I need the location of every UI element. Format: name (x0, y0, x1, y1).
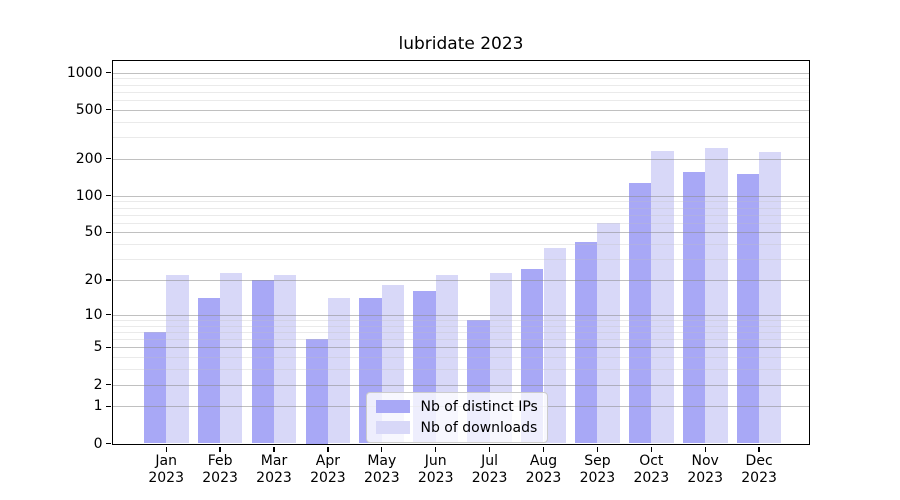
y-tick (105, 383, 111, 386)
y-tick (105, 109, 111, 111)
x-tick-label: Oct 2023 (633, 452, 670, 487)
y-tick-label: 10 (84, 306, 103, 323)
y-tick (105, 442, 111, 445)
gridline-major (112, 314, 809, 316)
gridline-minor (112, 331, 809, 333)
gridline-minor (112, 244, 809, 246)
gridline-minor (112, 357, 809, 359)
legend: Nb of distinct IPs Nb of downloads (365, 391, 548, 443)
gridline-minor (112, 91, 809, 93)
x-tick (273, 446, 275, 452)
x-tick (488, 446, 491, 452)
y-tick (105, 71, 111, 74)
y-tick (105, 158, 111, 160)
y-tick-label: 20 (84, 272, 103, 289)
x-tick (650, 446, 652, 452)
gridline-major (112, 72, 809, 74)
y-tick (105, 279, 111, 281)
y-tick-label: 100 (75, 187, 103, 204)
bar-sep-downloads (597, 222, 620, 444)
x-tick-label: Dec 2023 (741, 452, 777, 487)
legend-label-distinct-ips: Nb of distinct IPs (420, 398, 538, 415)
bar-aug-downloads (543, 248, 566, 444)
x-tick-label: Feb 2023 (202, 452, 238, 487)
gridline-minor (112, 259, 809, 261)
x-tick (435, 446, 437, 452)
legend-item-downloads: Nb of downloads (375, 419, 538, 436)
legend-swatch-distinct-ips (375, 400, 410, 413)
x-tick (165, 446, 167, 452)
x-tick (381, 446, 383, 452)
plot-area: Nb of distinct IPs Nb of downloads 0 1 2 5 1… (67, 59, 810, 486)
bar-nov-downloads (705, 147, 728, 444)
gridline-minor (112, 78, 809, 80)
bar-mar-distinct-ips (251, 280, 274, 444)
x-tick (542, 446, 545, 452)
bar-jan-downloads (166, 275, 189, 444)
gridline-major (112, 280, 809, 282)
x-tick (219, 446, 221, 452)
y-tick (105, 195, 111, 197)
gridline-minor (112, 222, 809, 224)
y-tick-label: 5 (93, 339, 103, 356)
legend-item-distinct-ips: Nb of distinct IPs (375, 398, 538, 415)
x-tick (758, 446, 760, 452)
y-tick (105, 405, 111, 407)
y-tick-label: 0 (93, 435, 103, 452)
y-tick-label: 1 (93, 398, 103, 415)
gridline-minor (112, 339, 809, 340)
x-tick-label: Aug 2023 (525, 452, 562, 487)
bar-oct-distinct-ips (628, 182, 652, 444)
y-tick (105, 346, 111, 348)
legend-swatch-downloads (375, 421, 410, 434)
gridline-major (112, 109, 809, 111)
gridline-minor (112, 369, 809, 371)
x-tick-label: Sep 2023 (579, 452, 616, 487)
gridline-minor (112, 319, 809, 321)
gridline-minor (112, 137, 809, 139)
gridline-minor (112, 84, 809, 86)
chart-title: lubridate 2023 (398, 34, 524, 54)
y-tick-label: 200 (75, 150, 103, 167)
y-tick-label: 2 (93, 376, 103, 393)
x-tick-label: Apr 2023 (310, 452, 346, 487)
x-tick (596, 446, 599, 452)
x-tick (327, 446, 329, 452)
x-tick-label: Jan 2023 (148, 452, 184, 487)
gridline-minor (112, 121, 809, 123)
bar-apr-distinct-ips (305, 339, 328, 444)
y-tick (105, 314, 111, 316)
gridline-minor (112, 325, 809, 327)
gridline-major (112, 195, 809, 197)
y-tick-label: 50 (84, 224, 103, 241)
bar-jan-distinct-ips (143, 331, 167, 444)
bar-mar-downloads (274, 275, 297, 444)
x-tick (704, 446, 706, 452)
x-tick-label: Jun 2023 (417, 452, 454, 487)
bar-feb-downloads (220, 272, 243, 444)
x-tick-label: Mar 2023 (256, 452, 292, 487)
gridline-minor (112, 214, 809, 216)
bar-nov-distinct-ips (682, 172, 706, 444)
y-tick-label: 1000 (66, 64, 103, 81)
x-tick-label: Jul 2023 (471, 452, 508, 487)
x-tick-label: Nov 2023 (687, 452, 723, 487)
gridline-major (112, 384, 809, 386)
gridline-major (112, 232, 809, 234)
gridline-minor (112, 201, 809, 203)
x-tick-label: May 2023 (363, 452, 400, 487)
bar-dec-downloads (759, 152, 782, 444)
gridline-major (112, 347, 809, 349)
y-tick-label: 500 (75, 101, 103, 118)
gridline-major (112, 158, 809, 160)
legend-label-downloads: Nb of downloads (420, 419, 538, 436)
gridline-minor (112, 207, 809, 209)
gridline-minor (112, 100, 809, 101)
y-tick (105, 231, 111, 234)
bar-sep-distinct-ips (575, 241, 598, 444)
bar-dec-distinct-ips (736, 173, 760, 444)
bar-oct-downloads (651, 151, 674, 444)
